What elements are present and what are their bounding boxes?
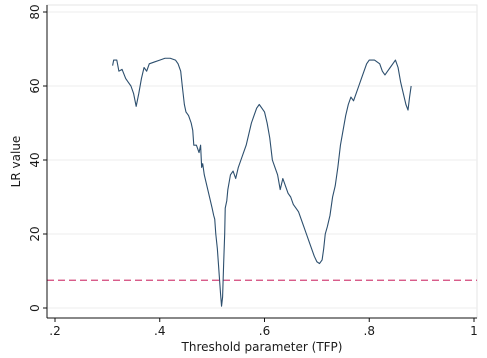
x-tick-label: 1 (470, 324, 478, 338)
x-tick-label: .2 (49, 324, 60, 338)
x-axis-title: Threshold parameter (TFP) (181, 340, 343, 354)
y-tick-label: 0 (28, 304, 42, 312)
y-tick-label: 20 (28, 226, 42, 241)
plot-area (46, 4, 478, 319)
x-ticks: .2 .4 .6 .8 1 (49, 318, 478, 338)
gridlines (47, 11, 477, 309)
x-tick-label: .8 (364, 324, 375, 338)
y-tick-label: 40 (28, 152, 42, 167)
y-tick-label: 80 (28, 4, 42, 19)
x-tick-label: .4 (154, 324, 165, 338)
series-group (112, 57, 412, 307)
y-ticks: 0 20 40 60 80 (28, 4, 47, 312)
series-line (112, 57, 412, 307)
x-tick-label: .6 (259, 324, 270, 338)
y-axis-title: LR value (9, 136, 23, 188)
y-tick-label: 60 (28, 78, 42, 93)
